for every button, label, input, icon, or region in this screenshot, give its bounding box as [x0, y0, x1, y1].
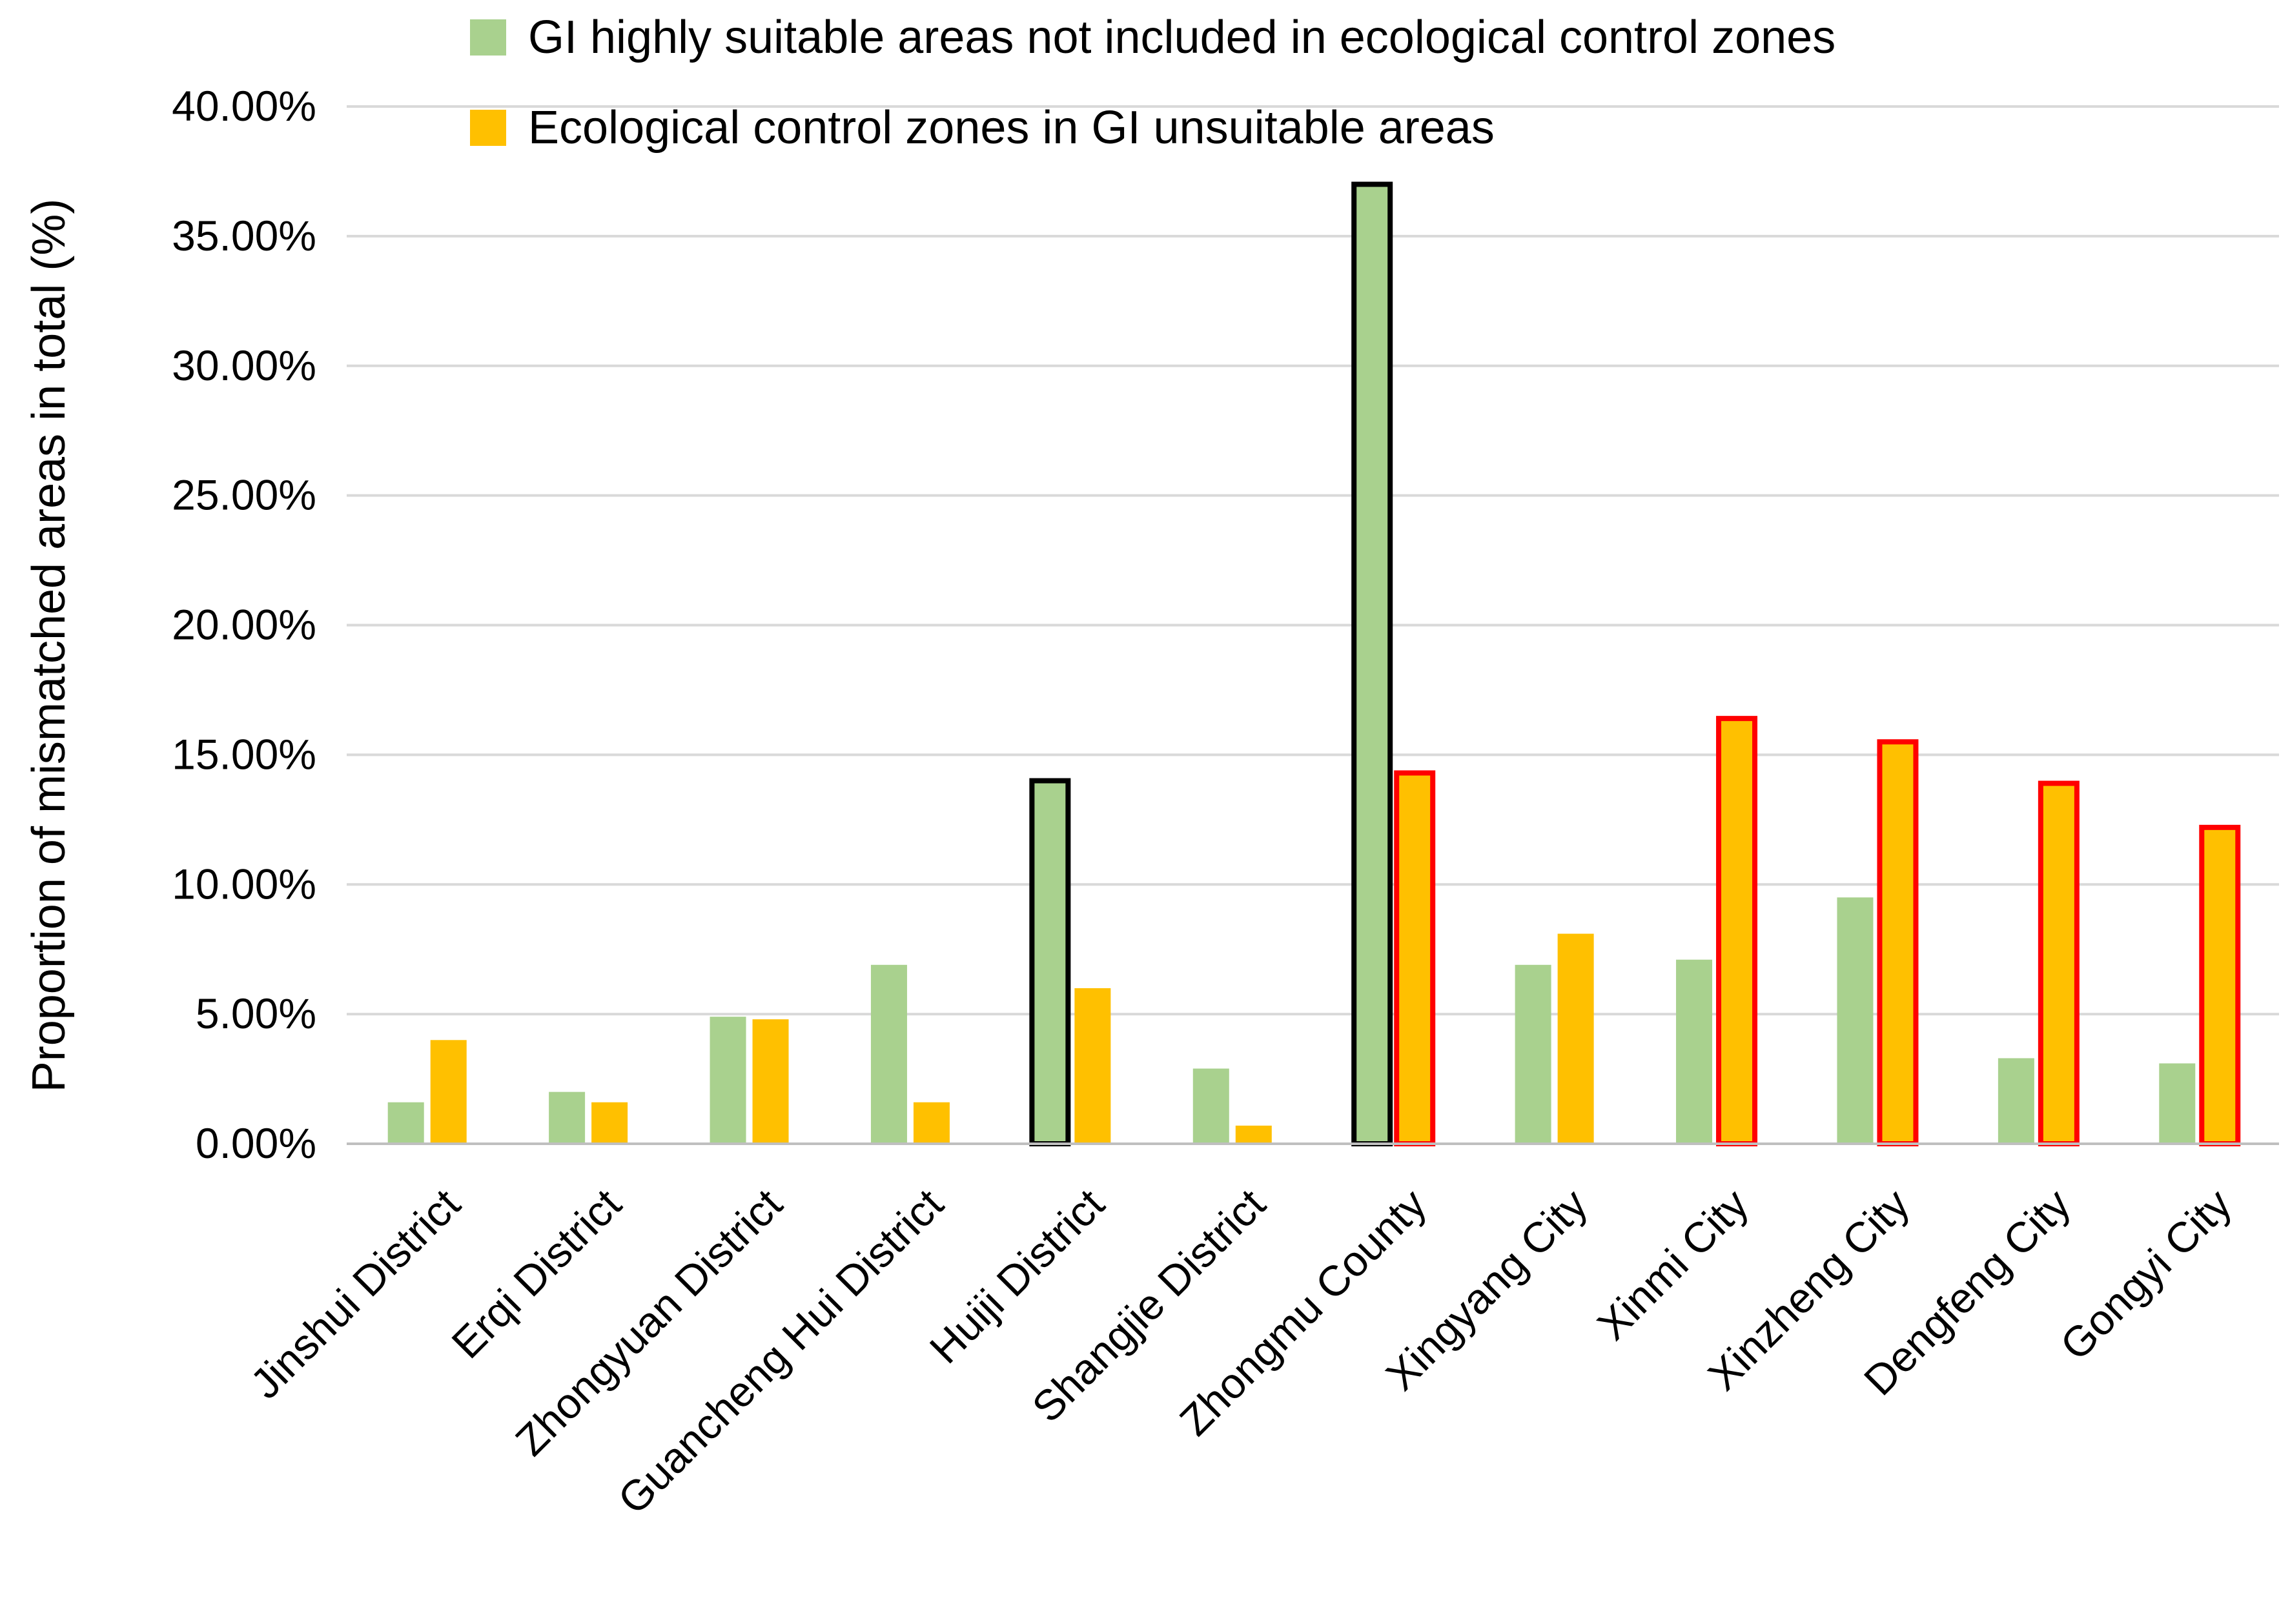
bar-control-zone-unsuitable: [591, 1102, 628, 1144]
bar-control-zone-unsuitable: [1394, 770, 1436, 1147]
bar-gi-suitable-not-included: [870, 964, 907, 1144]
x-tick-label: Jinshui District: [241, 1180, 469, 1408]
bar-control-zone-unsuitable: [752, 1019, 789, 1144]
bar-gi-suitable-not-included: [549, 1091, 586, 1144]
y-tick-label: 35.00%: [172, 212, 316, 259]
bar-gi-suitable-not-included: [1676, 959, 1713, 1144]
y-tick-label: 25.00%: [172, 471, 316, 519]
bar-control-zone-unsuitable: [2199, 824, 2241, 1146]
x-tick-label: Guancheng Hui District: [609, 1180, 952, 1523]
bar-gi-suitable-not-included: [387, 1102, 424, 1144]
y-tick-label: 20.00%: [172, 601, 316, 649]
gridlines: [347, 105, 2279, 1016]
bar-gi-suitable-not-included: [710, 1017, 746, 1144]
y-tick-labels: 0.00% 5.00% 10.00% 15.00% 20.00% 25.00% 30.00%…: [172, 82, 316, 1167]
bars: [387, 181, 2241, 1147]
y-tick-label: 15.00%: [172, 730, 316, 778]
x-tick-label: Gongyi City: [2051, 1180, 2241, 1370]
legend-swatch: [470, 110, 506, 146]
y-tick-label: 10.00%: [172, 860, 316, 908]
bar-control-zone-unsuitable: [1235, 1125, 1272, 1144]
x-tick-label: Zhongyuan District: [506, 1180, 791, 1465]
bar-gi-suitable-not-included: [1837, 897, 1874, 1144]
x-tick-label: Xinmi City: [1588, 1180, 1757, 1349]
bar-gi-suitable-not-included: [2159, 1063, 2196, 1144]
bar-control-zone-unsuitable: [1557, 933, 1594, 1144]
bar-control-zone-unsuitable: [2038, 780, 2080, 1146]
y-tick-label: 0.00%: [196, 1119, 316, 1167]
y-tick-label: 5.00%: [196, 990, 316, 1037]
legend-label: GI highly suitable areas not included in…: [528, 12, 1835, 63]
legend-swatch: [470, 19, 506, 56]
bar-gi-suitable-not-included: [1998, 1058, 2034, 1144]
bar-control-zone-unsuitable: [1074, 988, 1111, 1144]
bar-control-zone-unsuitable: [913, 1102, 950, 1144]
y-tick-label: 30.00%: [172, 341, 316, 389]
legend-label: Ecological control zones in GI unsuitabl…: [528, 102, 1495, 154]
bar-control-zone-unsuitable: [430, 1040, 467, 1144]
bar-gi-suitable-not-included: [1192, 1068, 1229, 1144]
bar-control-zone-unsuitable: [1877, 739, 1919, 1146]
y-axis-title: Proportion of mismatched areas in total …: [23, 199, 75, 1093]
bar-gi-suitable-not-included: [1351, 181, 1393, 1146]
y-tick-label: 40.00%: [172, 82, 316, 130]
legend: GI highly suitable areas not included in…: [470, 12, 1835, 154]
bar-gi-suitable-not-included: [1515, 964, 1551, 1144]
bar-gi-suitable-not-included: [1029, 778, 1071, 1147]
bar-control-zone-unsuitable: [1716, 716, 1758, 1146]
